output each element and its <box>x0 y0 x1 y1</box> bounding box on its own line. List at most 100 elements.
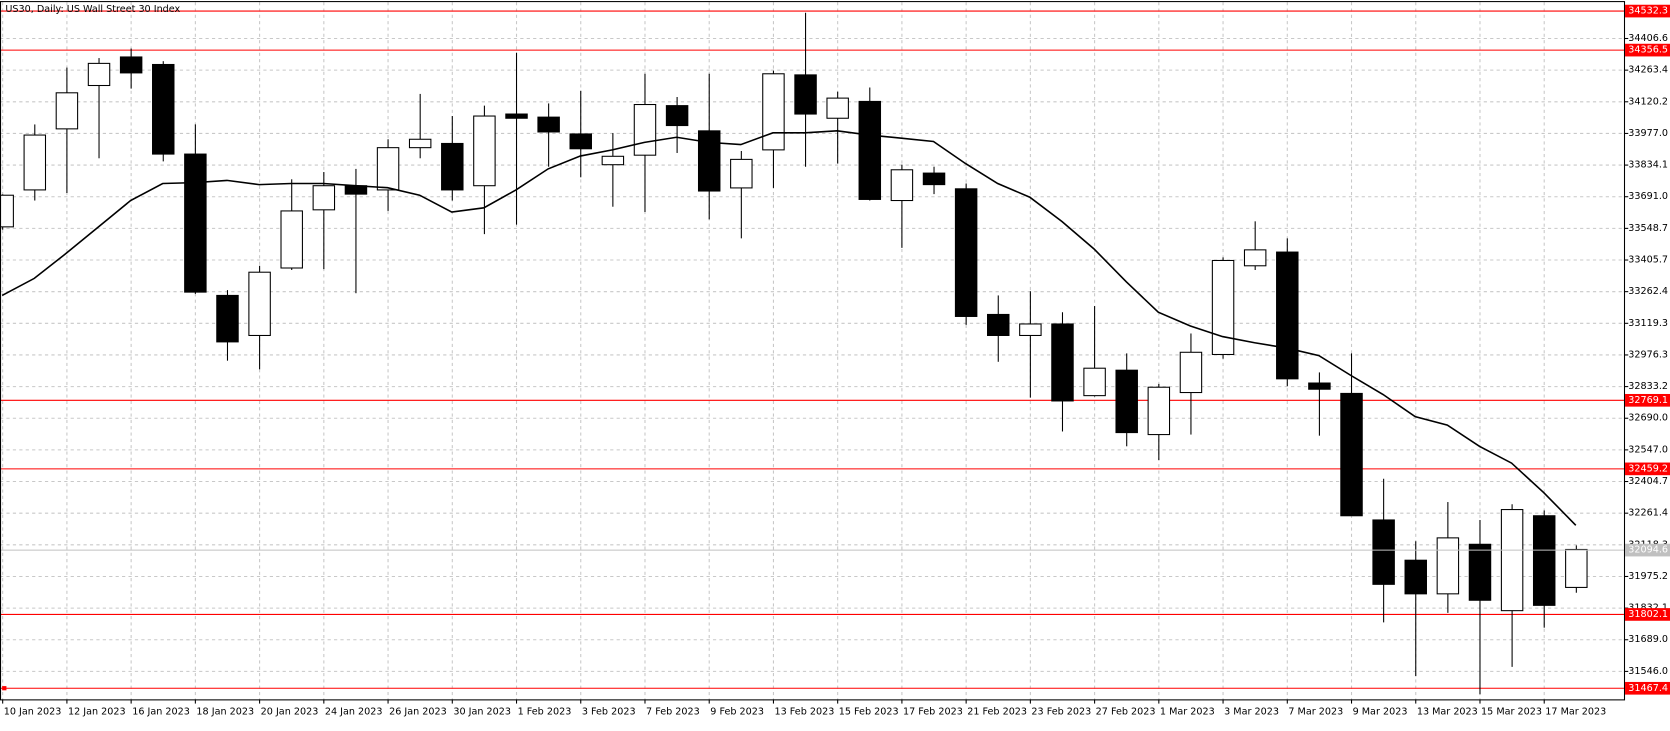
candle-body <box>794 74 817 115</box>
candle-body <box>1083 367 1106 397</box>
candle-body <box>408 138 432 149</box>
candle-body <box>0 194 14 228</box>
level-label: 31467.4 <box>1628 683 1668 694</box>
x-tick-label: 30 Jan 2023 <box>453 707 511 718</box>
x-tick-label: 17 Mar 2023 <box>1545 707 1606 718</box>
x-tick-label: 9 Mar 2023 <box>1353 707 1408 718</box>
x-tick-label: 18 Jan 2023 <box>196 707 254 718</box>
x-tick-label: 15 Feb 2023 <box>839 707 899 718</box>
level-label: 34532.3 <box>1628 6 1668 17</box>
x-tick-label: 3 Mar 2023 <box>1224 707 1279 718</box>
candle-body <box>1243 249 1267 267</box>
x-tick-label: 16 Jan 2023 <box>132 707 190 718</box>
x-tick-label: 20 Jan 2023 <box>261 707 319 718</box>
x-tick-label: 13 Mar 2023 <box>1417 707 1478 718</box>
candle-body <box>505 113 528 119</box>
candle-body <box>633 104 657 156</box>
x-tick-label: 24 Jan 2023 <box>325 707 383 718</box>
marks <box>0 10 1624 695</box>
y-tick-label: 33405.7 <box>1628 255 1668 266</box>
candle-body <box>922 172 946 186</box>
candle-body <box>1500 509 1524 612</box>
candle-body <box>1404 559 1427 595</box>
candle-body <box>473 115 496 187</box>
y-tick-label: 33977.0 <box>1628 128 1668 139</box>
y-tick-label: 32261.4 <box>1628 508 1668 519</box>
level-label-box <box>1625 462 1670 476</box>
moving-average <box>1 130 1577 526</box>
candle-body <box>1308 382 1331 390</box>
y-tick-label: 32547.0 <box>1628 444 1668 455</box>
candle-body <box>1372 519 1395 585</box>
y-tick-label: 32976.3 <box>1628 349 1668 360</box>
candle-body <box>55 92 79 130</box>
level-label: 34356.5 <box>1628 45 1668 56</box>
x-tick-label: 26 Jan 2023 <box>389 707 447 718</box>
candle-body <box>987 313 1010 336</box>
y-tick-label: 34406.6 <box>1628 33 1668 44</box>
x-tick-label: 3 Feb 2023 <box>582 707 636 718</box>
y-tick-label: 32404.7 <box>1628 476 1668 487</box>
candle-body <box>537 116 560 133</box>
candle-body <box>152 63 175 155</box>
candle-body <box>87 62 111 87</box>
level-label-box <box>1625 4 1670 18</box>
level-label-box <box>1625 681 1670 695</box>
candle-body <box>1051 323 1074 402</box>
candle-body <box>1532 515 1556 606</box>
candle-body <box>826 97 849 119</box>
x-tick-label: 9 Feb 2023 <box>710 707 764 718</box>
y-tick-label: 34263.4 <box>1628 65 1668 76</box>
x-tick-label: 27 Feb 2023 <box>1096 707 1156 718</box>
price-label: 32094.6 <box>1628 545 1668 556</box>
candle-body <box>184 153 207 293</box>
y-tick-label: 33548.7 <box>1628 223 1668 234</box>
x-tick-label: 7 Feb 2023 <box>646 707 700 718</box>
x-tick-label: 13 Feb 2023 <box>775 707 835 718</box>
y-tick-label: 31975.2 <box>1628 571 1668 582</box>
candle-body <box>954 188 978 317</box>
candle-body <box>216 294 239 343</box>
candle-body <box>1436 537 1460 595</box>
candle-body <box>248 271 271 336</box>
x-tick-label: 1 Mar 2023 <box>1160 707 1215 718</box>
x-tick-label: 15 Mar 2023 <box>1481 707 1542 718</box>
candle-body <box>23 134 47 191</box>
candle-body <box>441 142 464 191</box>
level-marker <box>2 686 7 691</box>
x-tick-label: 21 Feb 2023 <box>967 707 1027 718</box>
candle-body <box>1340 392 1363 517</box>
candle-body <box>858 100 882 200</box>
x-tick-label: 7 Mar 2023 <box>1288 707 1343 718</box>
candle-body <box>890 169 914 202</box>
candle-body <box>1565 548 1588 588</box>
candle-body <box>762 73 785 151</box>
candle-body <box>280 210 303 269</box>
y-tick-label: 34120.2 <box>1628 96 1668 107</box>
axis: 34406.6 34263.4 34120.2 33977.0 33834.1 33691… <box>2 4 1670 718</box>
candle-body <box>1147 386 1171 436</box>
y-tick-label: 33262.4 <box>1628 286 1668 297</box>
y-tick-label: 32833.2 <box>1628 381 1668 392</box>
candle-body <box>1276 251 1299 380</box>
candle-body <box>376 147 400 191</box>
candle-body <box>312 185 336 211</box>
x-tick-label: 10 Jan 2023 <box>4 707 62 718</box>
candle-body <box>1019 323 1042 336</box>
candle-body <box>569 133 592 150</box>
y-tick-label: 33691.0 <box>1628 191 1668 202</box>
candle-body <box>697 130 721 192</box>
y-tick-label: 31689.0 <box>1628 634 1668 645</box>
y-tick-label: 33834.1 <box>1628 160 1668 171</box>
x-tick-label: 23 Feb 2023 <box>1031 707 1091 718</box>
chart-title: US30, Daily: US Wall Street 30 Index <box>5 4 180 15</box>
level-label-box <box>1625 608 1670 621</box>
level-label-box <box>1625 393 1670 407</box>
candle-body <box>1115 369 1138 434</box>
candle-body <box>119 56 143 74</box>
x-tick-label: 17 Feb 2023 <box>903 707 963 718</box>
level-label: 31802.1 <box>1628 609 1668 620</box>
level-label: 32459.2 <box>1628 463 1668 474</box>
candle-body <box>601 155 625 166</box>
